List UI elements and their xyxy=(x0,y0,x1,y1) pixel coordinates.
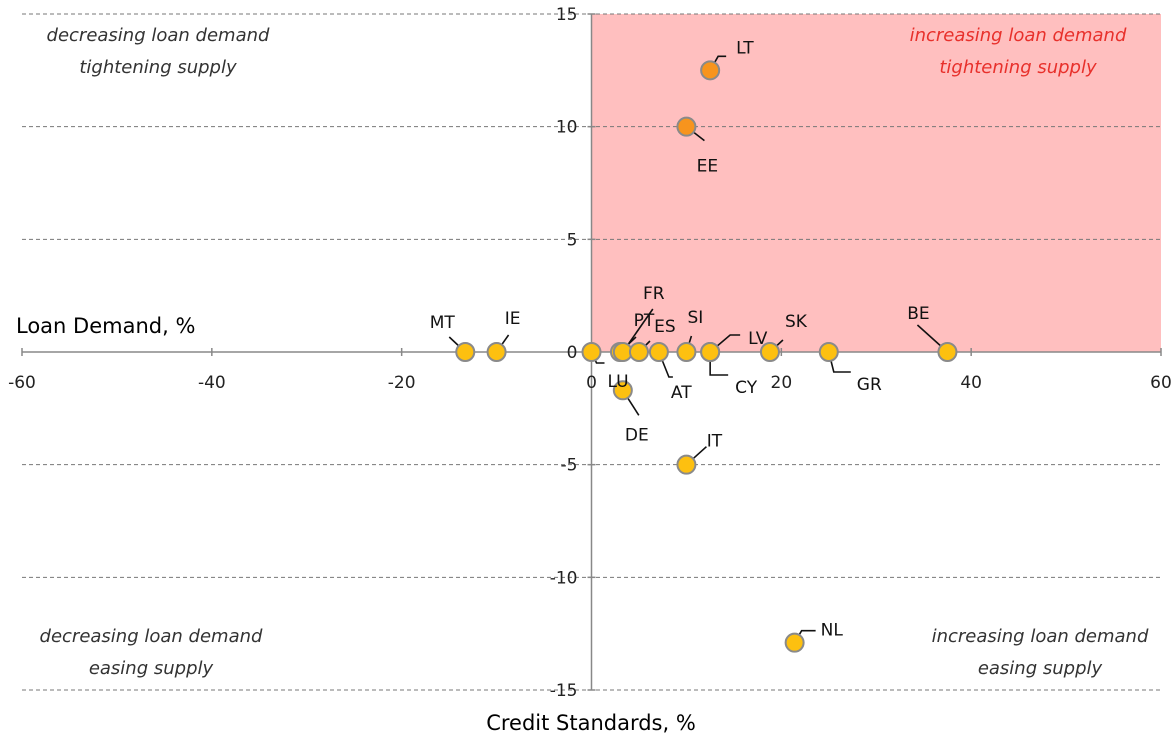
data-point xyxy=(784,632,805,653)
point-label: GR xyxy=(857,375,882,395)
data-points xyxy=(455,60,958,653)
x-axis-title: Credit Standards, % xyxy=(486,711,696,735)
point-label: SK xyxy=(785,312,808,332)
x-tick-label: 0 xyxy=(586,373,597,393)
quadrant-label-line1: increasing loan demand xyxy=(932,626,1149,647)
point-label: IE xyxy=(505,309,521,329)
point-label: CY xyxy=(735,378,758,398)
y-tick-label: 15 xyxy=(556,5,578,25)
point-label: NL xyxy=(821,621,844,641)
point-label: LT xyxy=(736,38,754,58)
quadrant-label-line2: easing supply xyxy=(89,658,214,679)
quadrant-label-line1: decreasing loan demand xyxy=(47,25,270,46)
quadrant-label-line1: decreasing loan demand xyxy=(40,626,263,647)
y-tick-label: 5 xyxy=(567,230,578,250)
highlight-region xyxy=(591,14,1161,352)
quadrant-label-line2: tightening supply xyxy=(939,57,1097,78)
x-tick-label: 20 xyxy=(771,373,793,393)
y-tick-label: -5 xyxy=(561,456,578,476)
y-tick-label: -10 xyxy=(550,568,578,588)
point-label: MT xyxy=(430,313,456,333)
point-label: ES xyxy=(654,317,676,337)
y-axis-title: Loan Demand, % xyxy=(16,314,195,338)
point-label: EE xyxy=(697,157,718,177)
y-tick-label: 0 xyxy=(567,343,578,363)
y-tick-labels: 15 10 5 0 -5 -10 -15 xyxy=(550,5,596,701)
x-tick-labels: -60 -40 -20 0 20 40 60 xyxy=(8,348,1172,393)
quadrant-label-line2: tightening supply xyxy=(79,57,237,78)
data-point xyxy=(818,342,839,362)
quadrant-labels: decreasing loan demand tightening supply i… xyxy=(40,25,1149,679)
point-label: AT xyxy=(671,383,692,403)
y-tick-label: 10 xyxy=(556,118,578,138)
point-label: LU xyxy=(608,372,629,392)
y-tick-label: -15 xyxy=(550,681,578,701)
data-point xyxy=(759,342,780,362)
x-tick-label: -20 xyxy=(388,373,416,393)
x-tick-label: -40 xyxy=(198,373,226,393)
point-label: IT xyxy=(707,432,723,452)
data-point xyxy=(700,342,721,362)
x-tick-label: 60 xyxy=(1150,373,1172,393)
point-label: DE xyxy=(625,425,649,445)
x-tick-label: 40 xyxy=(960,373,982,393)
data-point xyxy=(676,342,697,362)
data-point xyxy=(676,116,697,137)
data-point xyxy=(612,380,633,401)
data-point xyxy=(455,342,476,362)
data-point xyxy=(937,342,958,362)
data-point xyxy=(700,60,721,81)
quadrant-label-line2: easing supply xyxy=(978,658,1103,679)
data-point xyxy=(581,342,602,362)
data-point xyxy=(648,342,669,362)
data-point xyxy=(676,454,697,475)
point-label: FR xyxy=(643,284,665,304)
point-label: SI xyxy=(688,308,704,328)
data-point xyxy=(486,342,507,362)
data-point xyxy=(628,342,649,362)
point-label: LV xyxy=(748,329,768,349)
x-tick-label: -60 xyxy=(8,373,36,393)
quadrant-label-line1: increasing loan demand xyxy=(910,25,1127,46)
point-label: BE xyxy=(907,304,929,324)
point-label: PT xyxy=(634,311,655,331)
point-labels: LT EE MT IE LU PT FR ES AT SI CY LV SK GR BE DE IT NL xyxy=(430,38,930,640)
